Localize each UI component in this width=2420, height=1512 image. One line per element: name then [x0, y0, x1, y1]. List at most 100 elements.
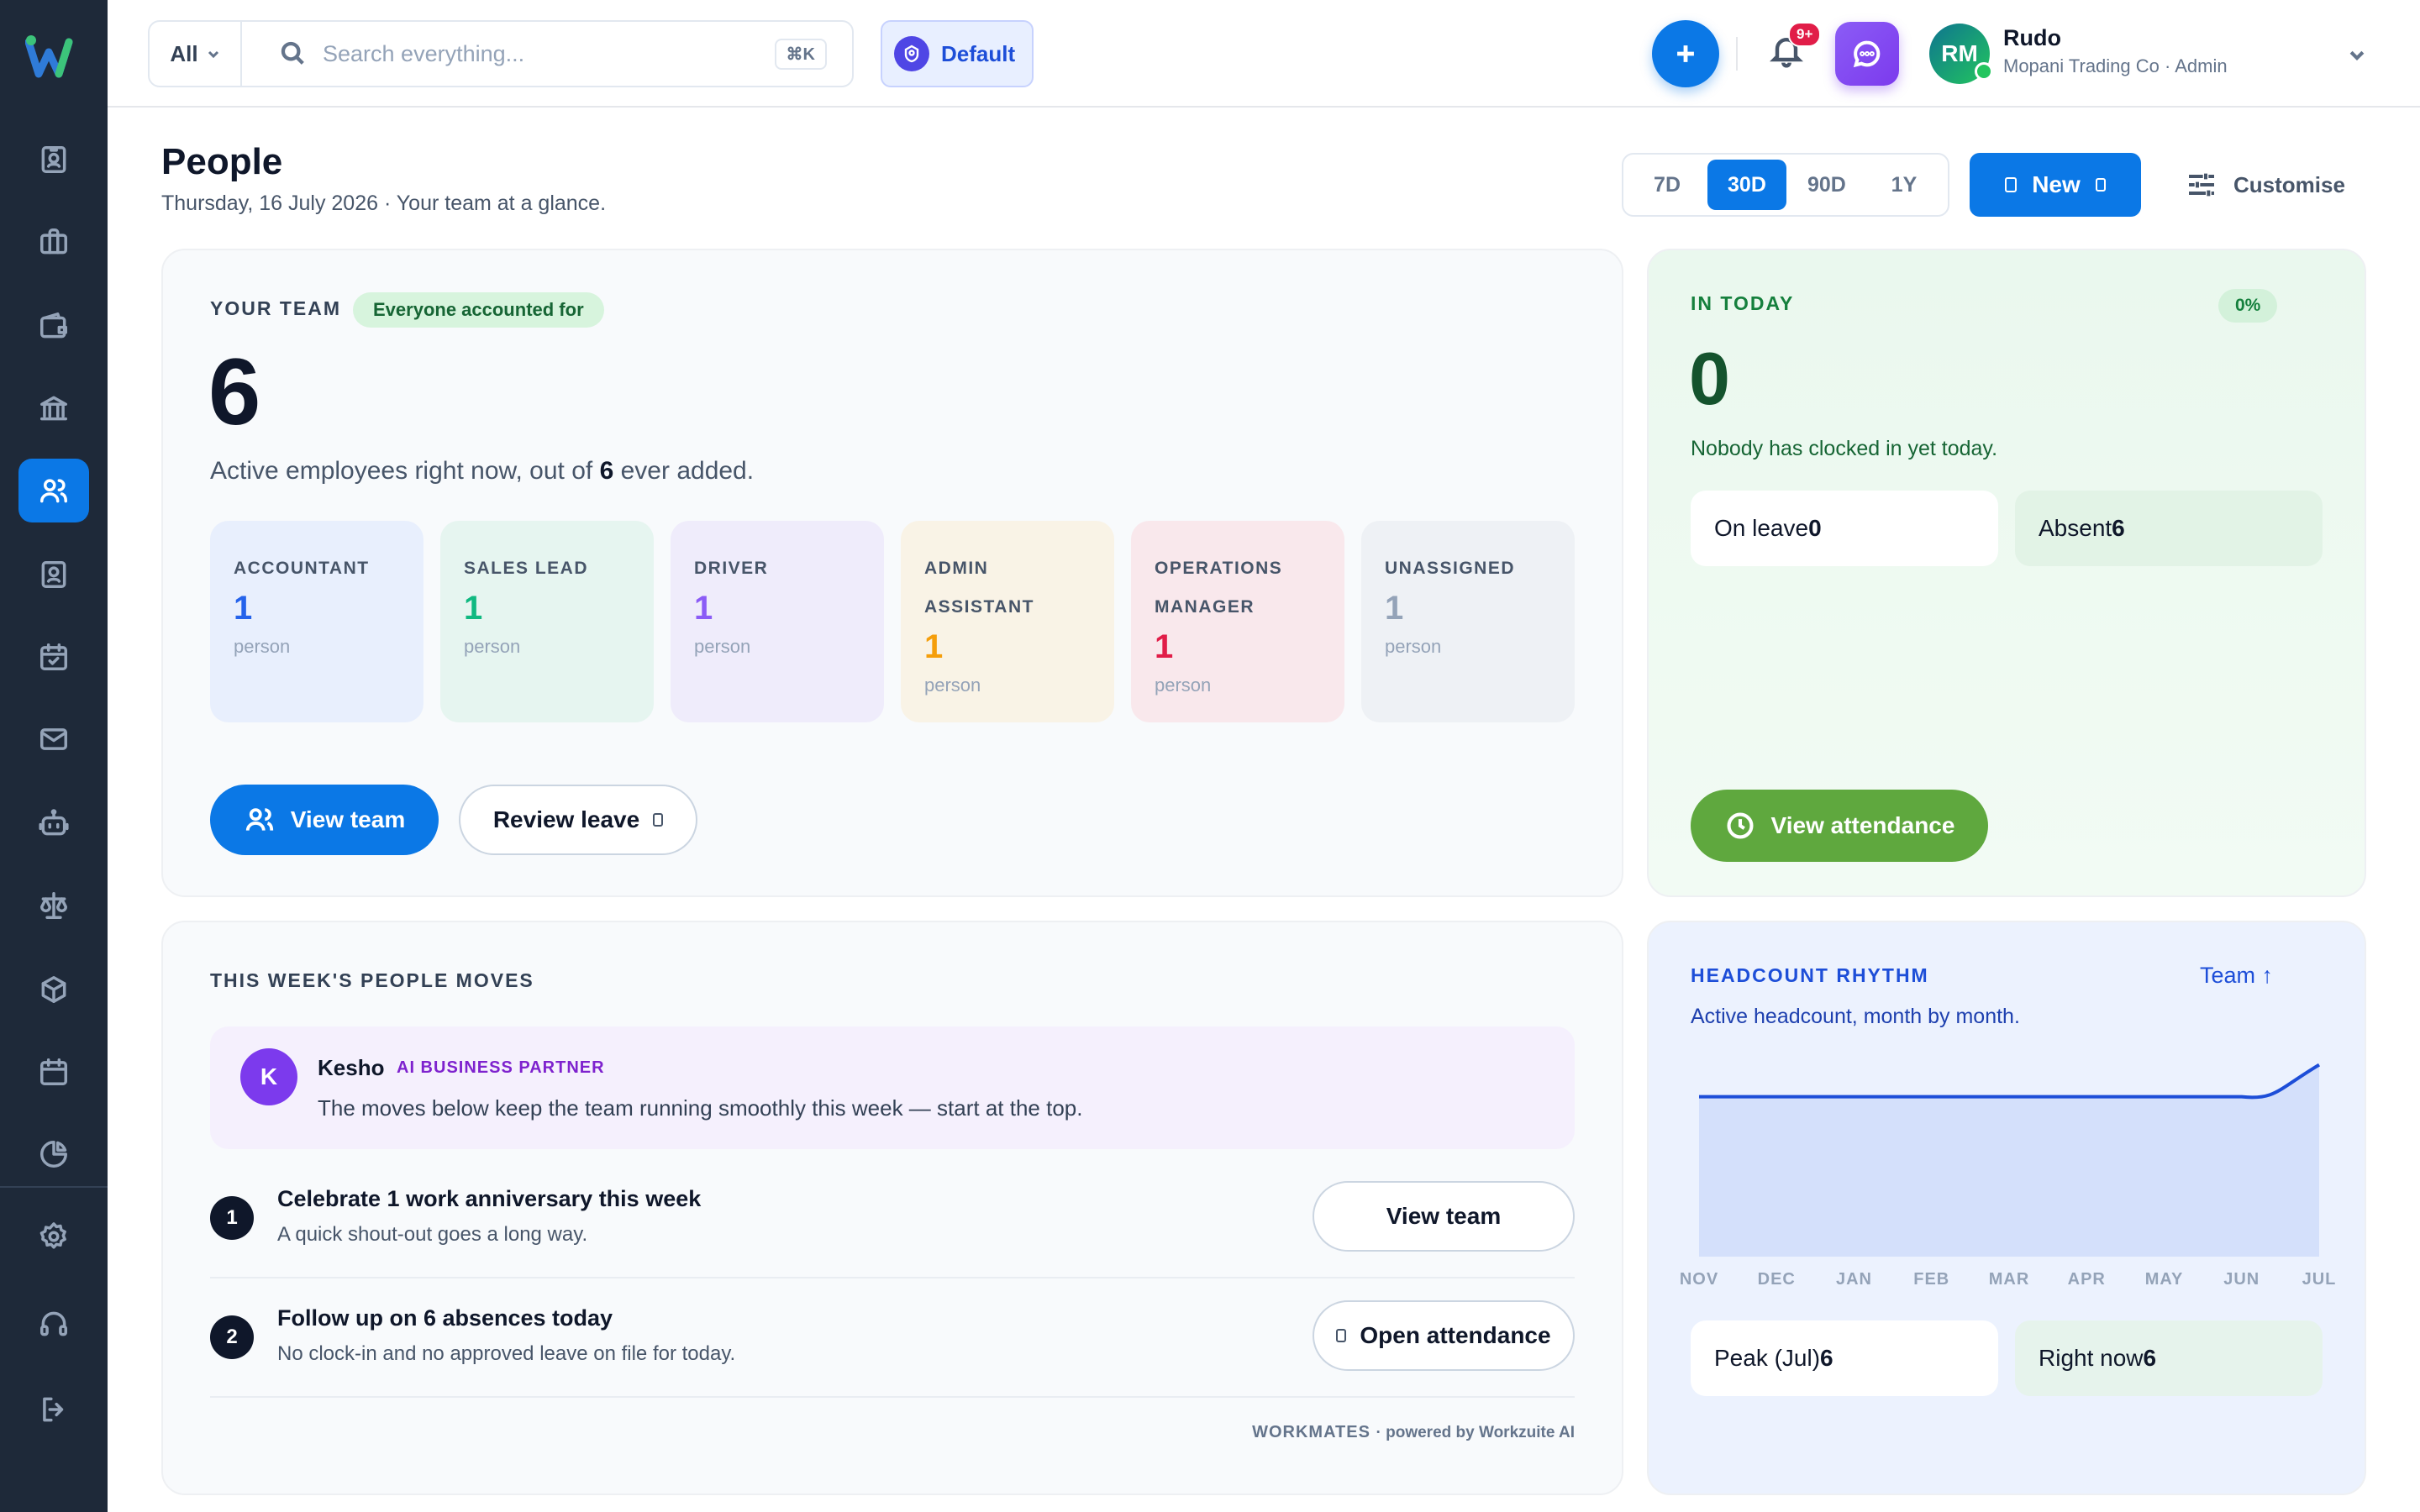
- role-tile[interactable]: SALES LEAD 1 person: [440, 521, 654, 722]
- assistant-avatar: K: [240, 1048, 297, 1105]
- quick-add-button[interactable]: [1652, 20, 1719, 87]
- new-button-label: New: [2032, 171, 2081, 197]
- step-action-label: View team: [1386, 1203, 1502, 1229]
- step-divider: [210, 1396, 1575, 1398]
- arrow-glyph-icon: [653, 813, 664, 827]
- people-icon: [245, 808, 273, 831]
- role-tile[interactable]: DRIVER 1 person: [671, 521, 884, 722]
- sidebar-item-directory[interactable]: [18, 128, 89, 192]
- workspace-icon: [894, 36, 929, 71]
- team-link[interactable]: Team ↑: [2200, 963, 2274, 988]
- role-count: 1: [694, 590, 713, 627]
- sidebar-item-jobs[interactable]: [18, 210, 89, 274]
- in-today-count: 0: [1689, 337, 1730, 420]
- people-moves-overline: THIS WEEK'S PEOPLE MOVES: [210, 969, 534, 991]
- role-tile[interactable]: OPERATIONS MANAGER 1 person: [1131, 521, 1344, 722]
- role-title: UNASSIGNED: [1385, 559, 1516, 578]
- sidebar-item-reports[interactable]: [18, 1122, 89, 1186]
- step-subtitle: No clock-in and no approved leave on fil…: [277, 1342, 736, 1365]
- pie-chart-icon: [40, 1141, 67, 1168]
- peak-stat: Peak (Jul) 6: [1691, 1320, 1998, 1396]
- page-title: People: [161, 141, 283, 182]
- clock-icon: [1727, 812, 1754, 839]
- role-count: 1: [234, 590, 253, 627]
- sidebar-item-contacts[interactable]: [18, 543, 89, 606]
- plus-icon: [1677, 45, 1694, 62]
- search-scope-dropdown[interactable]: All: [150, 22, 242, 86]
- user-menu-chevron-icon[interactable]: [2348, 45, 2366, 64]
- review-leave-button[interactable]: Review leave: [459, 785, 697, 855]
- sidebar-item-people[interactable]: [18, 459, 89, 522]
- gear-icon: [39, 1222, 66, 1249]
- x-tick-label: APR: [2067, 1270, 2106, 1289]
- role-title: DRIVER: [694, 559, 769, 578]
- box-icon: [41, 976, 66, 1003]
- sidebar-item-automation[interactable]: [18, 791, 89, 855]
- topbar-divider: [1736, 37, 1738, 71]
- range-90d-button[interactable]: 90D: [1807, 172, 1846, 197]
- sidebar-item-inventory[interactable]: [18, 958, 89, 1021]
- sidebar-item-logout[interactable]: [18, 1378, 89, 1441]
- sidebar-item-mail[interactable]: [18, 707, 89, 771]
- sidebar-item-banking[interactable]: [18, 376, 89, 440]
- online-status-dot: [1975, 62, 1993, 81]
- review-leave-label: Review leave: [492, 806, 640, 832]
- in-today-percent-badge: 0%: [2218, 289, 2278, 323]
- bank-icon: [40, 396, 67, 421]
- range-1y-button[interactable]: 1Y: [1891, 172, 1918, 197]
- sidebar-item-attendance[interactable]: [18, 625, 89, 689]
- search-input[interactable]: Search everything...: [323, 40, 525, 66]
- dropdown-glyph-icon: [2095, 178, 2106, 192]
- team-desc-total: 6: [599, 457, 614, 485]
- assistant-name: Kesho: [318, 1055, 385, 1080]
- workspace-switcher-button[interactable]: Default: [881, 20, 1034, 87]
- sidebar-item-support[interactable]: [18, 1292, 89, 1356]
- view-team-label: View team: [290, 806, 406, 832]
- x-tick-label: JUN: [2223, 1270, 2260, 1289]
- people-icon: [40, 479, 67, 503]
- in-today-overline: IN TODAY: [1691, 292, 1795, 314]
- role-unit: person: [694, 636, 751, 657]
- headcount-chart: [1698, 1063, 2321, 1257]
- role-unit: person: [234, 636, 291, 657]
- role-title: OPERATIONS MANAGER: [1155, 559, 1283, 617]
- x-tick-label: JAN: [1835, 1270, 1873, 1289]
- sidebar-item-settings[interactable]: [18, 1205, 89, 1268]
- contact-card-icon: [41, 561, 66, 588]
- x-tick-label: MAR: [1988, 1270, 2030, 1289]
- right-now-label: Right now: [2039, 1345, 2144, 1371]
- range-7d-button[interactable]: 7D: [1654, 172, 1681, 197]
- wallet-icon: [40, 312, 67, 339]
- sidebar-item-compliance[interactable]: [18, 874, 89, 937]
- headcount-rhythm-overline: HEADCOUNT RHYTHM: [1691, 964, 1929, 986]
- sidebar-item-wallet[interactable]: [18, 294, 89, 358]
- peak-value: 6: [1820, 1345, 1833, 1371]
- step-view-team-button[interactable]: View team: [1313, 1181, 1575, 1252]
- customise-button[interactable]: Customise: [2185, 163, 2345, 207]
- sidebar-item-calendar[interactable]: [18, 1040, 89, 1104]
- right-now-stat: Right now 6: [2015, 1320, 2323, 1396]
- calendar-icon: [40, 1058, 67, 1085]
- footer-powered: · powered by Workzuite AI: [1376, 1424, 1575, 1441]
- new-button[interactable]: New: [1970, 153, 2141, 217]
- view-team-button[interactable]: View team: [210, 785, 439, 855]
- role-tile[interactable]: UNASSIGNED 1 person: [1361, 521, 1575, 722]
- in-today-card: [1647, 249, 2366, 897]
- headset-icon: [40, 1311, 67, 1336]
- headcount-rhythm-description: Active headcount, month by month.: [1691, 1005, 2020, 1028]
- search-icon: [279, 39, 308, 68]
- role-tile[interactable]: ADMIN ASSISTANT 1 person: [901, 521, 1114, 722]
- absent-value: 6: [2112, 515, 2125, 541]
- role-count: 1: [464, 590, 483, 627]
- role-tile[interactable]: ACCOUNTANT 1 person: [210, 521, 424, 722]
- assistant-message-box: [210, 1026, 1575, 1149]
- role-unit: person: [464, 636, 521, 657]
- step-open-attendance-button[interactable]: Open attendance: [1313, 1300, 1575, 1371]
- view-attendance-label: View attendance: [1770, 812, 1955, 838]
- range-30d-button[interactable]: 30D: [1707, 160, 1786, 210]
- view-attendance-button[interactable]: View attendance: [1691, 790, 1988, 862]
- on-leave-label: On leave: [1714, 515, 1809, 541]
- workmates-logo[interactable]: [24, 34, 82, 81]
- assistant-chat-button[interactable]: [1835, 22, 1899, 86]
- user-name[interactable]: Rudo: [2003, 25, 2061, 50]
